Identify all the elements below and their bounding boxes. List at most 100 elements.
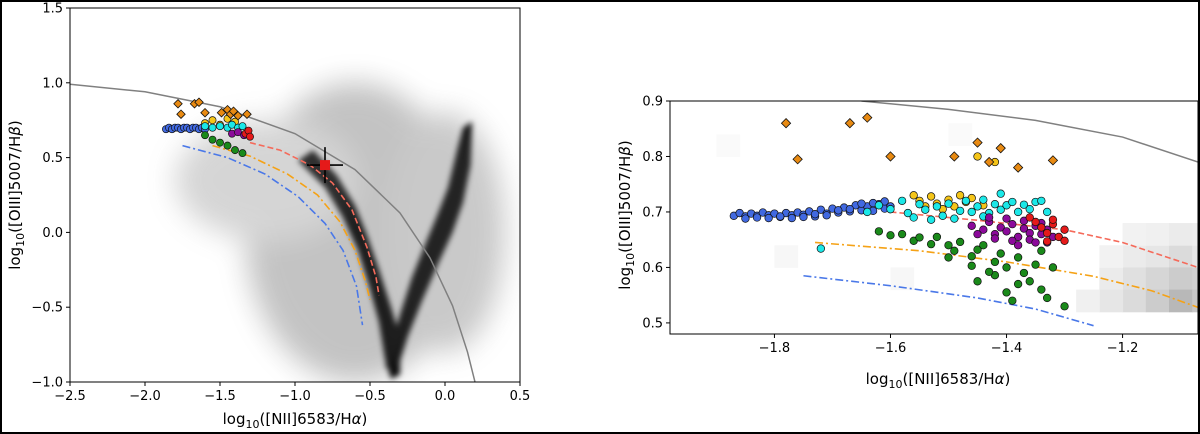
density-cell <box>1076 289 1100 313</box>
right-panel: −1.8 −1.6 −1.4 −1.2 0.5 0.6 0.7 0.8 0.9 log10([… <box>616 95 1199 391</box>
gold-point <box>955 191 965 200</box>
cyan-point <box>932 202 942 211</box>
blue-point <box>816 205 826 214</box>
green-point <box>897 229 907 239</box>
red-point <box>1037 223 1046 232</box>
left-panel: −2.5 −2.0 −1.5 −1.0 −0.5 0.0 0.5 −1.0 −0.5 0.0 0.… <box>6 2 530 432</box>
green-point <box>950 246 959 255</box>
cyan-point <box>1013 207 1023 217</box>
y-tick-label: 0.7 <box>642 205 663 220</box>
green-point <box>944 253 953 262</box>
points-group <box>162 97 254 158</box>
green-point <box>1037 246 1046 255</box>
blue-point <box>857 199 866 208</box>
density-cell <box>1145 267 1170 291</box>
cyan-point <box>1037 196 1046 206</box>
density-background <box>175 82 505 382</box>
cyan-point <box>950 214 959 223</box>
blue-point <box>834 206 843 215</box>
diamond-point <box>176 109 186 119</box>
x-tick-label: −2.0 <box>129 389 161 404</box>
density-cell <box>890 267 915 291</box>
y-tick-label: −0.5 <box>31 301 63 316</box>
cyan-point <box>1042 207 1052 217</box>
red-point <box>1031 217 1040 227</box>
green-point <box>990 257 1000 267</box>
green-point <box>1008 296 1017 305</box>
density-haze <box>175 82 505 382</box>
x-tick-label: 0.5 <box>510 389 531 404</box>
blue-point <box>741 214 750 223</box>
density-cell <box>1122 289 1147 313</box>
y-axis-ticks: 0.5 0.6 0.7 0.8 0.9 <box>642 95 670 331</box>
diamond-point <box>173 98 183 109</box>
cyan-point <box>955 206 965 215</box>
green-point <box>1002 288 1011 297</box>
cyan-point <box>201 122 209 131</box>
blue-dashdot-curve <box>182 144 364 326</box>
cyan-point <box>816 244 826 253</box>
diamond-point <box>1047 155 1059 166</box>
cyan-point <box>874 201 884 210</box>
diamond-point <box>972 137 983 148</box>
y-tick-label: −1.0 <box>31 376 63 391</box>
density-cell <box>1099 245 1124 268</box>
cyan-point <box>1025 205 1034 214</box>
haze-blob <box>385 112 505 353</box>
x-tick-label: −2.5 <box>54 389 86 404</box>
blue-point <box>845 205 855 214</box>
green-point <box>915 233 924 242</box>
salmon-dashed-curve <box>249 141 380 296</box>
blue-point <box>764 213 773 223</box>
cyan-point <box>897 196 907 206</box>
blue-point <box>752 213 762 222</box>
density-cell <box>1168 267 1193 291</box>
cyan-point <box>961 196 971 206</box>
diamond-point <box>792 154 803 165</box>
red-point <box>1060 236 1069 245</box>
y-tick-label: 0.5 <box>42 151 63 166</box>
curves-group <box>70 83 476 382</box>
diamond-point <box>216 107 227 118</box>
cyan-point <box>938 211 947 220</box>
cyan-point <box>996 189 1005 198</box>
density-cell <box>1122 223 1147 246</box>
green-point <box>973 277 982 286</box>
y-axis-label: log10([OIII]5007/Hβ) <box>616 140 637 289</box>
green-point <box>231 146 239 155</box>
density-cell <box>1192 245 1198 268</box>
x-tick-label: −1.8 <box>759 341 791 356</box>
red-point <box>1048 215 1058 224</box>
green-point <box>1002 263 1011 272</box>
diamond-point <box>949 151 960 162</box>
density-cell <box>1145 223 1170 246</box>
y-tick-label: 0.6 <box>642 261 663 276</box>
density-cell <box>1168 223 1193 246</box>
blue-point <box>776 212 785 221</box>
cyan-point <box>979 195 988 204</box>
purple-point <box>973 229 982 239</box>
red-point <box>246 132 254 141</box>
green-point <box>223 141 232 150</box>
y-tick-label: 0.0 <box>42 226 63 241</box>
red-point <box>1042 237 1052 246</box>
y-axis-ticks: −1.0 −0.5 0.0 0.5 1.0 1.5 <box>31 2 70 391</box>
density-cell <box>774 245 799 268</box>
purple-point <box>1031 238 1040 247</box>
cyan-point <box>967 207 976 217</box>
cyan-point <box>208 123 217 132</box>
cyan-point <box>944 199 953 208</box>
purple-point <box>1008 220 1017 229</box>
density-cell <box>1192 223 1198 246</box>
cyan-point <box>909 213 918 222</box>
cyan-point <box>1008 197 1017 207</box>
cyan-point <box>238 122 247 131</box>
red-point <box>1054 232 1063 242</box>
cyan-point <box>926 215 936 224</box>
cyan-point <box>973 202 982 211</box>
green-point <box>238 149 247 158</box>
density-cell <box>1192 267 1198 291</box>
cyan-point <box>1019 200 1029 209</box>
blue-point <box>880 197 889 206</box>
gray-solid-curve <box>861 101 1198 163</box>
